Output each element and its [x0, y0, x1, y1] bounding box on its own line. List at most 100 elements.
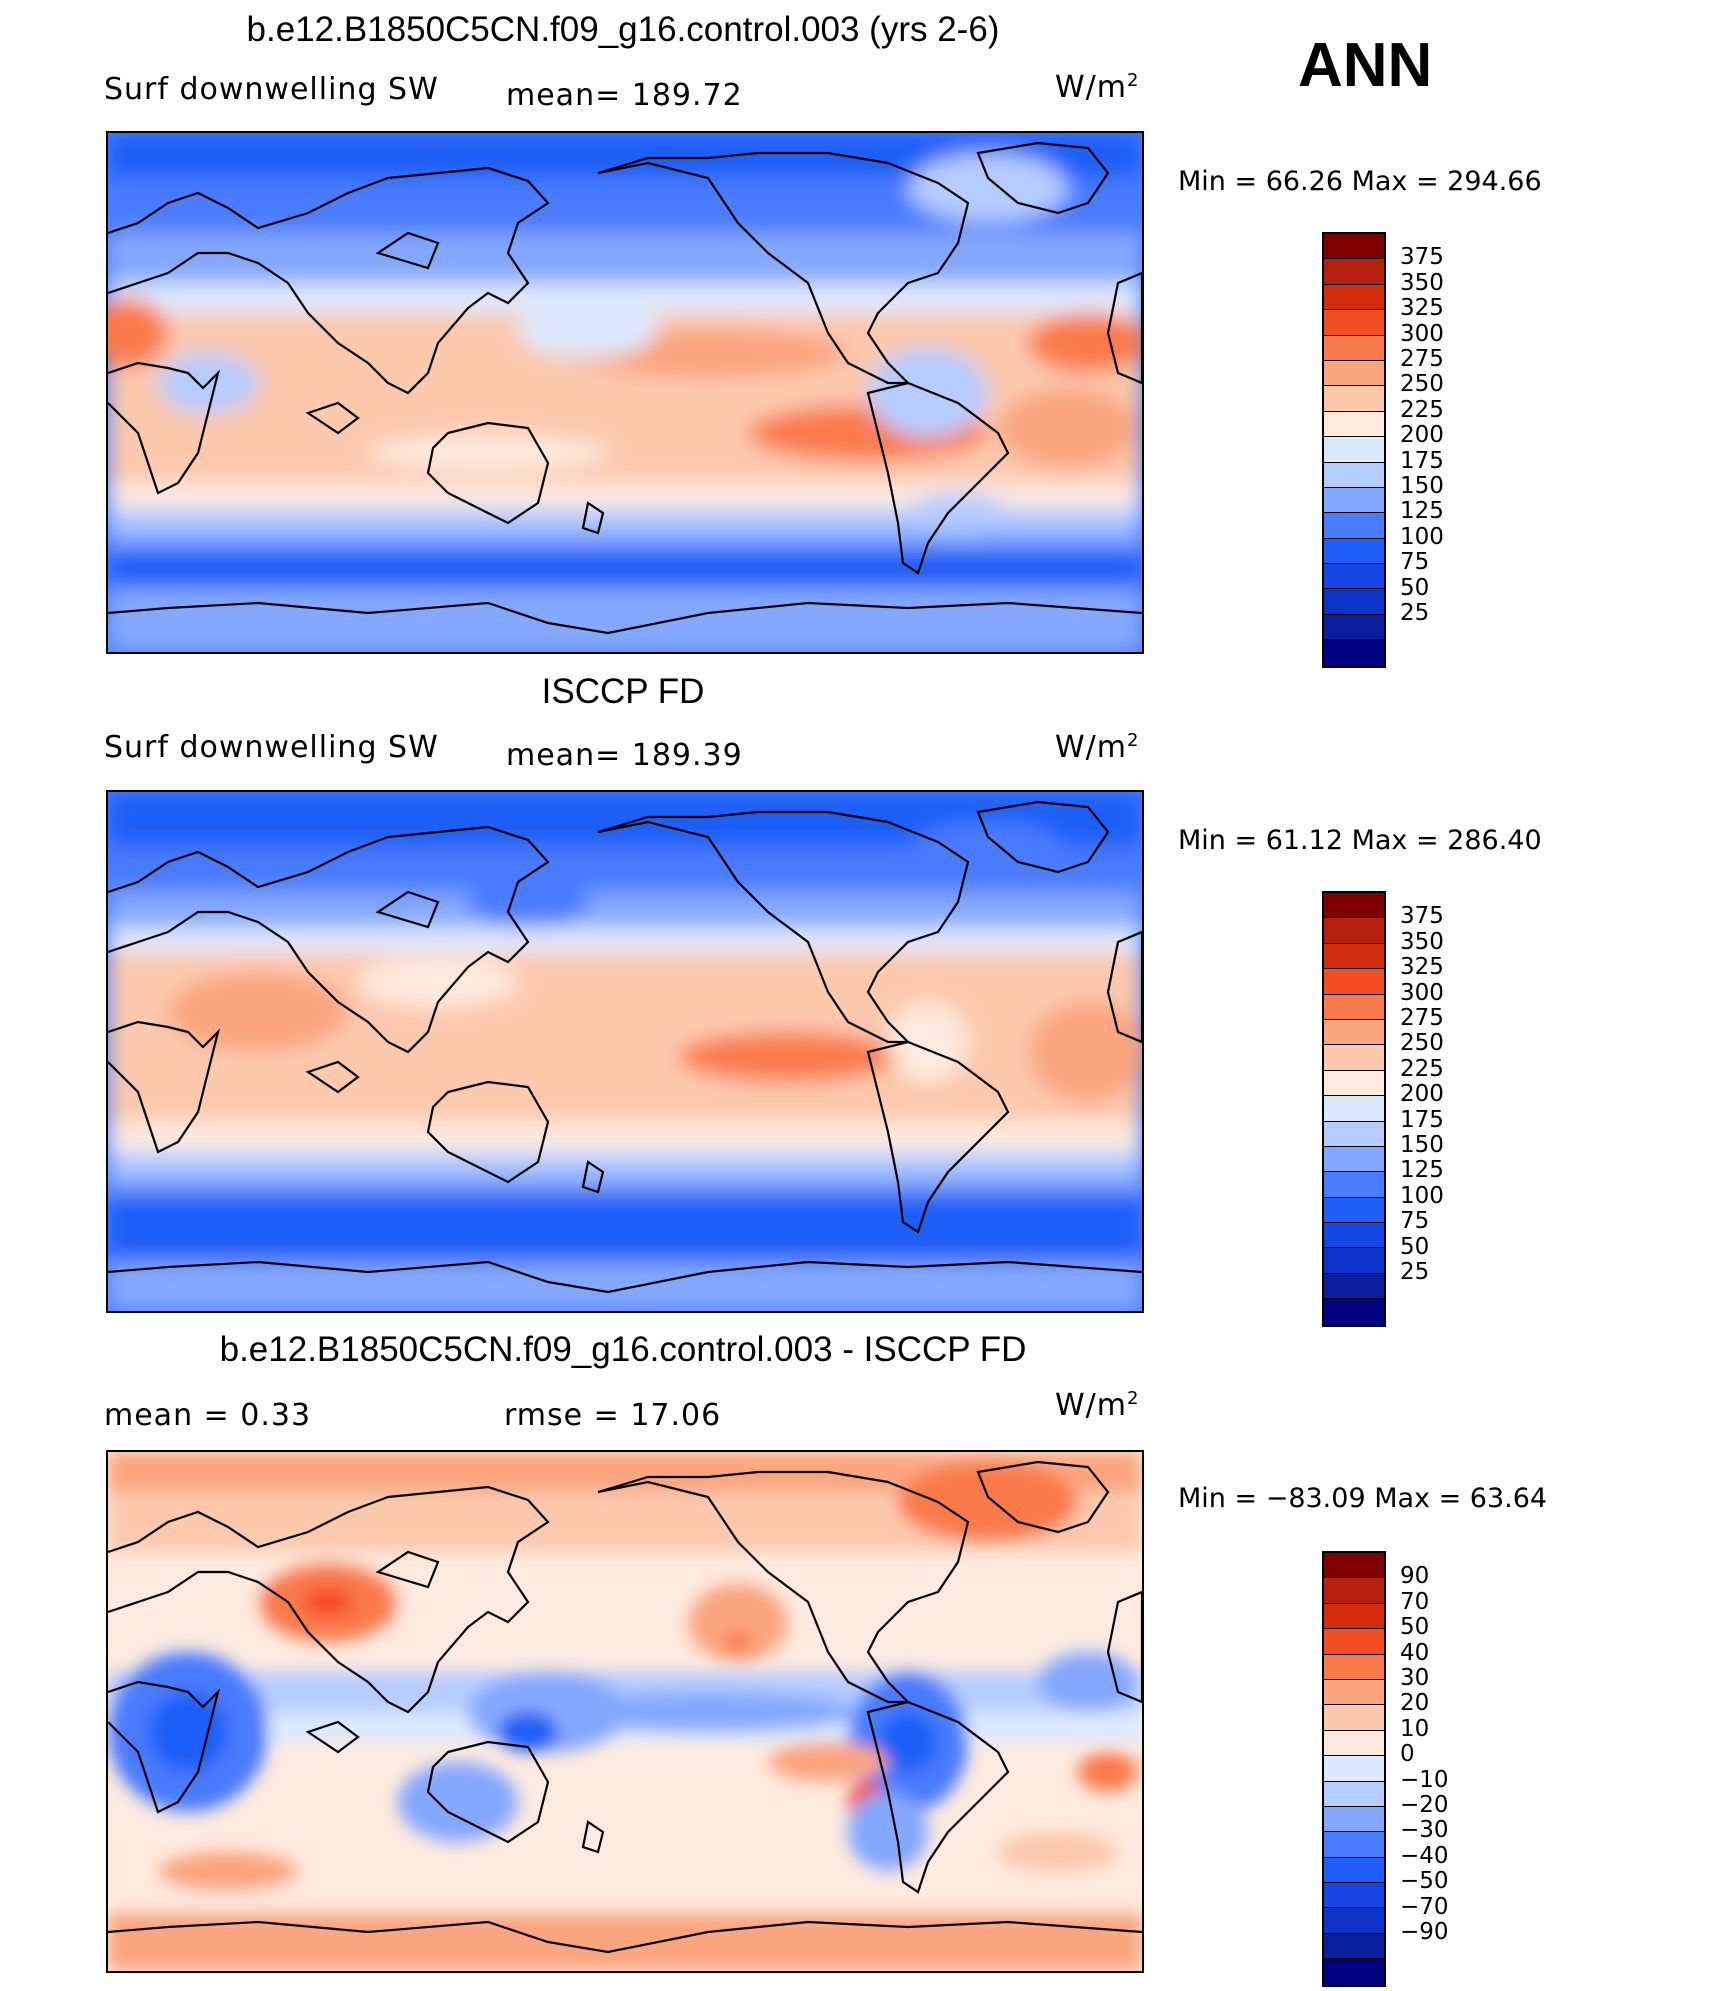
colorbar-swatch — [1324, 487, 1384, 514]
colorbar-tick-label: 20 — [1400, 1690, 1430, 1717]
colorbar-swatch — [1324, 589, 1384, 615]
colorbar-swatch — [1324, 1019, 1384, 1046]
panel3-map — [106, 1450, 1144, 1973]
colorbar-swatch — [1324, 1933, 1384, 1960]
colorbar-tick-label: −50 — [1400, 1868, 1449, 1895]
colorbar-swatch — [1324, 335, 1384, 361]
colorbar-tick-label: 150 — [1400, 1132, 1444, 1158]
colorbar-tick-label: 200 — [1400, 1081, 1444, 1108]
colorbar-tick-label: 200 — [1400, 422, 1444, 449]
colorbar-tick-label: 125 — [1400, 498, 1444, 525]
panel3-minmax: Min = −83.09 Max = 63.64 — [1178, 1483, 1548, 1514]
colorbar-swatch — [1324, 640, 1384, 666]
colorbar-tick-label: 50 — [1400, 1233, 1430, 1260]
colorbar-tick-label: 30 — [1400, 1665, 1430, 1691]
colorbar-tick-label: −90 — [1400, 1919, 1449, 1945]
colorbar-swatch — [1324, 1299, 1384, 1325]
colorbar-swatch — [1324, 1121, 1384, 1147]
colorbar-swatch — [1324, 893, 1384, 919]
colorbar-tick-label: 90 — [1400, 1563, 1430, 1590]
colorbar-swatch — [1324, 462, 1384, 488]
colorbar-tick-label: 10 — [1400, 1715, 1430, 1742]
colorbar-swatch — [1324, 1730, 1384, 1757]
colorbar-swatch — [1324, 1679, 1384, 1706]
colorbar-swatch — [1324, 1959, 1384, 1985]
colorbar-tick-label: 70 — [1400, 1588, 1430, 1615]
colorbar-tick-label: 300 — [1400, 979, 1444, 1006]
colorbar-tick-label: 75 — [1400, 549, 1430, 576]
colorbar-tick-label: 40 — [1400, 1639, 1430, 1666]
colorbar-tick-label: 375 — [1400, 903, 1444, 930]
colorbar-tick-label: 75 — [1400, 1208, 1430, 1235]
colorbar-tick-label: 25 — [1400, 600, 1430, 626]
colorbar-tick-label: 350 — [1400, 928, 1444, 955]
colorbar-tick-label: 100 — [1400, 1182, 1444, 1209]
colorbar-swatch — [1324, 1781, 1384, 1807]
colorbar-swatch — [1324, 1883, 1384, 1909]
colorbar-swatch — [1324, 411, 1384, 438]
colorbar-tick-label: 150 — [1400, 473, 1444, 499]
colorbar-swatch — [1324, 1273, 1384, 1300]
colorbar-tick-label: 275 — [1400, 346, 1444, 372]
colorbar-swatch — [1324, 1096, 1384, 1122]
colorbar-tick-label: 350 — [1400, 269, 1444, 296]
panel3-colorbar — [1322, 1551, 1386, 1987]
colorbar-swatch — [1324, 1705, 1384, 1731]
colorbar-swatch — [1324, 1603, 1384, 1630]
colorbar-tick-label: 250 — [1400, 1030, 1444, 1057]
panel1-minmax: Min = 66.26 Max = 294.66 — [1178, 166, 1542, 197]
colorbar-swatch — [1324, 994, 1384, 1020]
panel1-map — [106, 131, 1144, 654]
colorbar-tick-label: 50 — [1400, 574, 1430, 601]
panel2-map — [106, 790, 1144, 1313]
panel2-colorbar — [1322, 891, 1386, 1327]
panel3-title: b.e12.B1850C5CN.f09_g16.control.003 - IS… — [219, 1330, 1027, 1369]
season-label: ANN — [1298, 31, 1433, 100]
colorbar-tick-label: 325 — [1400, 295, 1444, 322]
colorbar-swatch — [1324, 614, 1384, 641]
colorbar-tick-label: 175 — [1400, 1106, 1444, 1133]
colorbar-swatch — [1324, 437, 1384, 463]
panel1-units: W/m2 — [1055, 70, 1140, 105]
colorbar-swatch — [1324, 1578, 1384, 1604]
panel3-units: W/m2 — [1055, 1388, 1140, 1423]
colorbar-swatch — [1324, 1223, 1384, 1249]
colorbar-swatch — [1324, 918, 1384, 944]
colorbar-swatch — [1324, 1070, 1384, 1097]
colorbar-swatch — [1324, 1832, 1384, 1858]
colorbar-tick-label: 225 — [1400, 396, 1444, 423]
colorbar-swatch — [1324, 564, 1384, 590]
colorbar-swatch — [1324, 1857, 1384, 1884]
colorbar-tick-label: 175 — [1400, 447, 1444, 474]
colorbar-swatch — [1324, 969, 1384, 995]
colorbar-swatch — [1324, 1248, 1384, 1274]
panel1-variable-label: Surf downwelling SW — [104, 72, 439, 107]
colorbar-swatch — [1324, 234, 1384, 260]
panel3-rmse-label: rmse = 17.06 — [504, 1398, 722, 1433]
colorbar-swatch — [1324, 360, 1384, 387]
colorbar-tick-label: 100 — [1400, 523, 1444, 550]
colorbar-tick-label: 275 — [1400, 1005, 1444, 1031]
panel2-title: ISCCP FD — [541, 672, 705, 711]
colorbar-swatch — [1324, 513, 1384, 539]
colorbar-swatch — [1324, 386, 1384, 412]
colorbar-swatch — [1324, 310, 1384, 336]
colorbar-swatch — [1324, 1756, 1384, 1782]
colorbar-swatch — [1324, 538, 1384, 565]
colorbar-tick-label: −20 — [1400, 1792, 1449, 1818]
panel2-minmax: Min = 61.12 Max = 286.40 — [1178, 825, 1542, 856]
colorbar-tick-label: 0 — [1400, 1741, 1415, 1768]
colorbar-tick-label: 300 — [1400, 320, 1444, 347]
panel1-title: b.e12.B1850C5CN.f09_g16.control.003 (yrs… — [246, 10, 1000, 49]
colorbar-swatch — [1324, 1629, 1384, 1655]
panel2-variable-label: Surf downwelling SW — [104, 730, 439, 765]
colorbar-swatch — [1324, 1654, 1384, 1680]
colorbar-tick-label: 375 — [1400, 244, 1444, 271]
colorbar-tick-label: −10 — [1400, 1766, 1449, 1793]
colorbar-swatch — [1324, 1806, 1384, 1833]
panel2-map-graphic — [108, 792, 1142, 1311]
colorbar-swatch — [1324, 259, 1384, 285]
colorbar-tick-label: −70 — [1400, 1893, 1449, 1920]
panel1-map-graphic — [108, 133, 1142, 652]
colorbar-swatch — [1324, 943, 1384, 970]
